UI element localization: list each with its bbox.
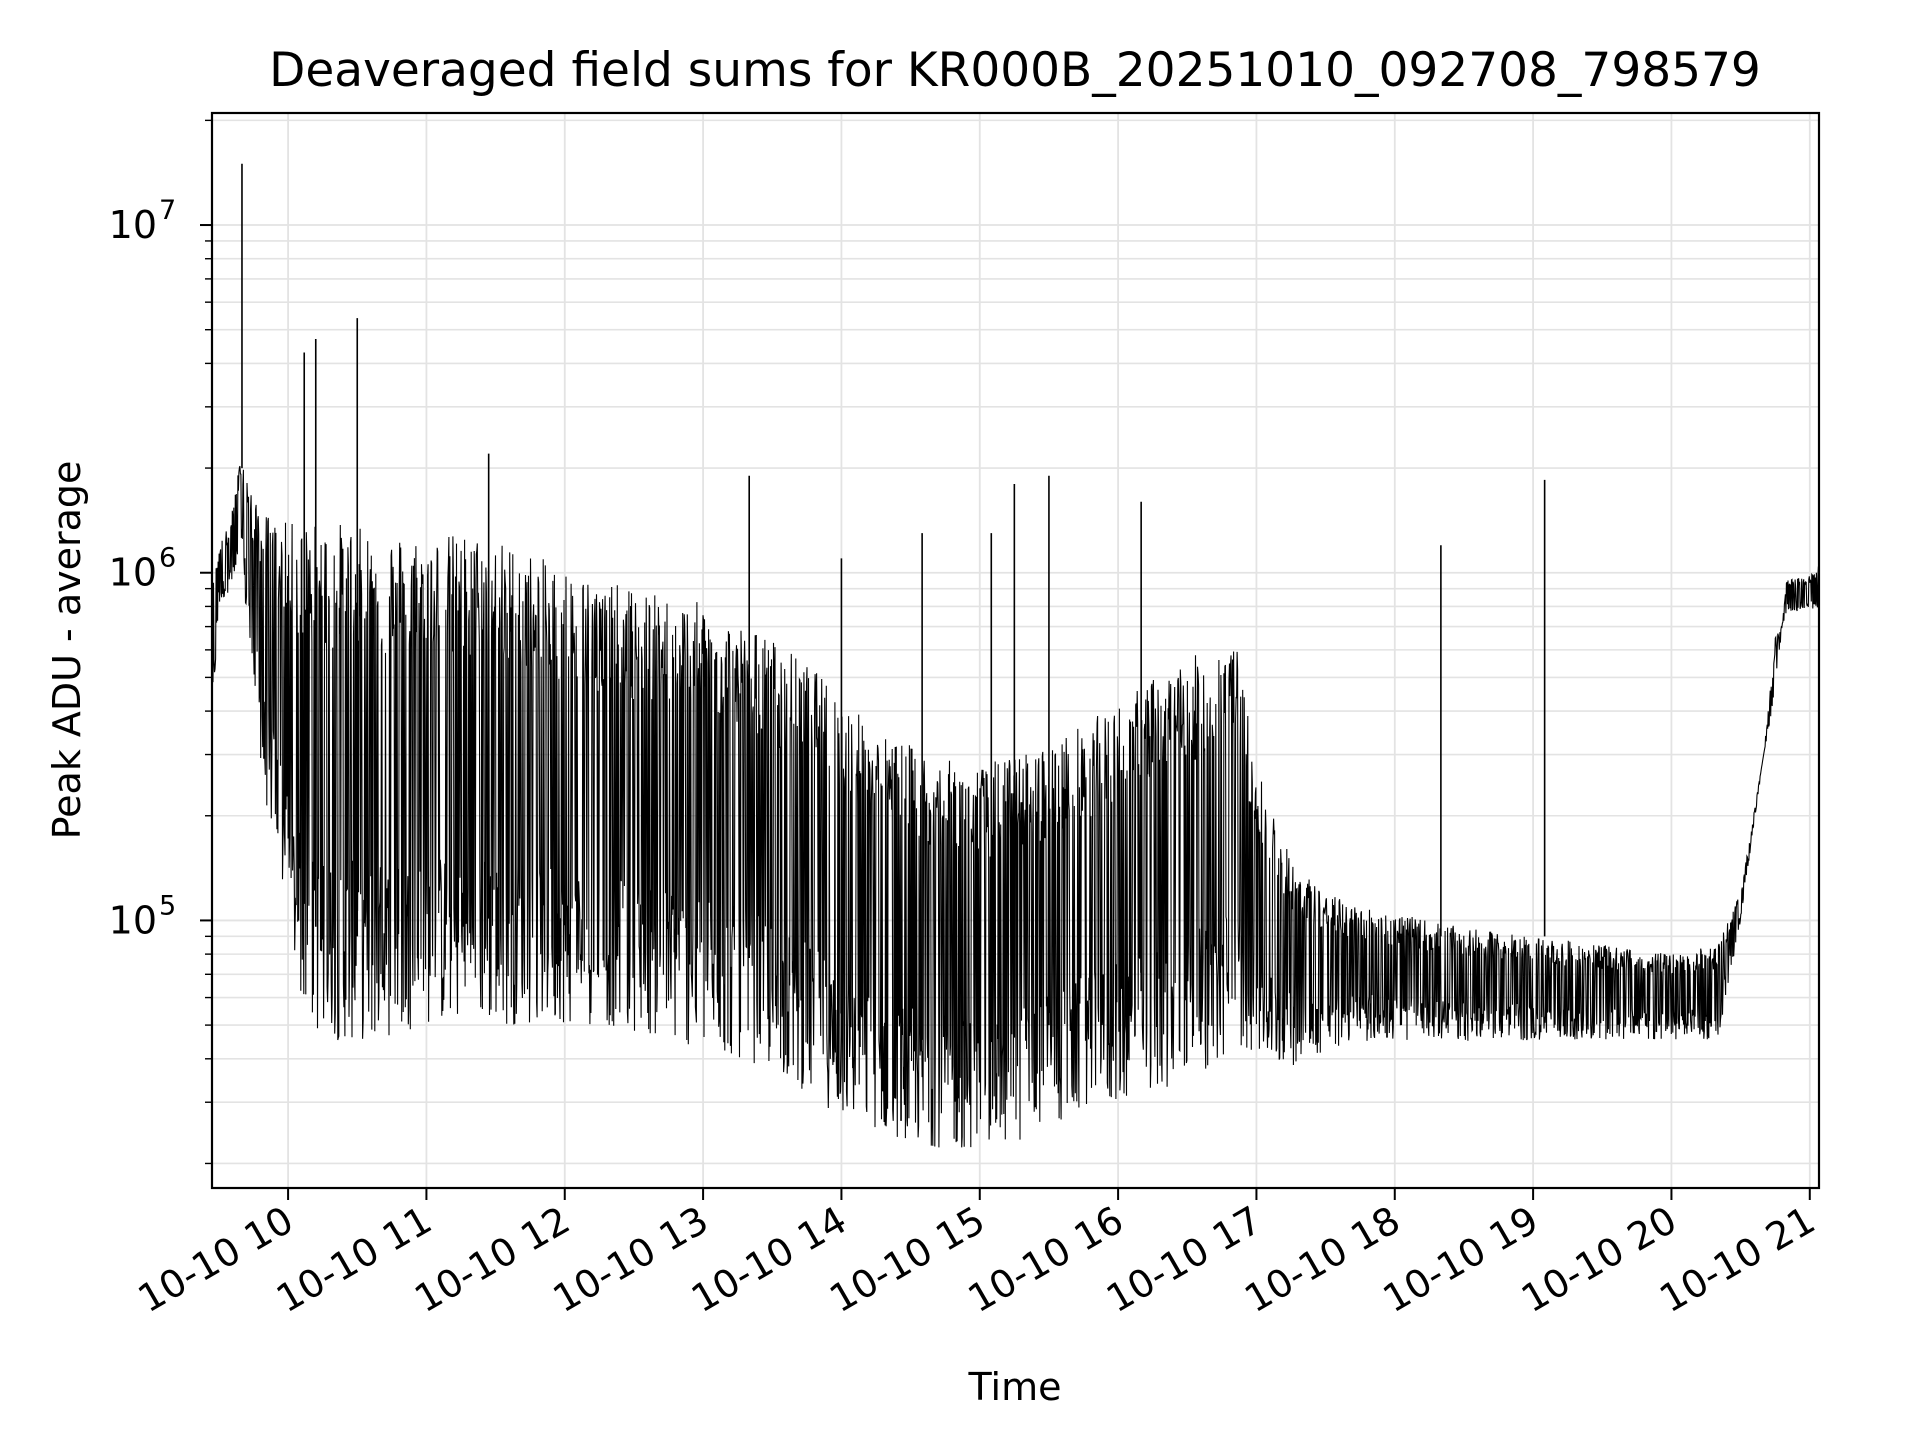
y-tick-exponent: 6 [159, 543, 176, 574]
series-trace [211, 465, 1820, 1148]
y-tick-exponent: 7 [159, 195, 176, 226]
y-tick-exponent: 5 [159, 890, 176, 921]
y-tick-label: 10 [109, 203, 157, 247]
x-axis-label: Time [968, 1365, 1062, 1409]
y-axis-label: Peak ADU - average [45, 461, 89, 840]
y-tick-label: 10 [109, 898, 157, 942]
y-tick-label: 10 [109, 551, 157, 595]
series-line [211, 163, 1820, 1148]
chart-title: Deaveraged field sums for KR000B_2025101… [269, 43, 1761, 98]
